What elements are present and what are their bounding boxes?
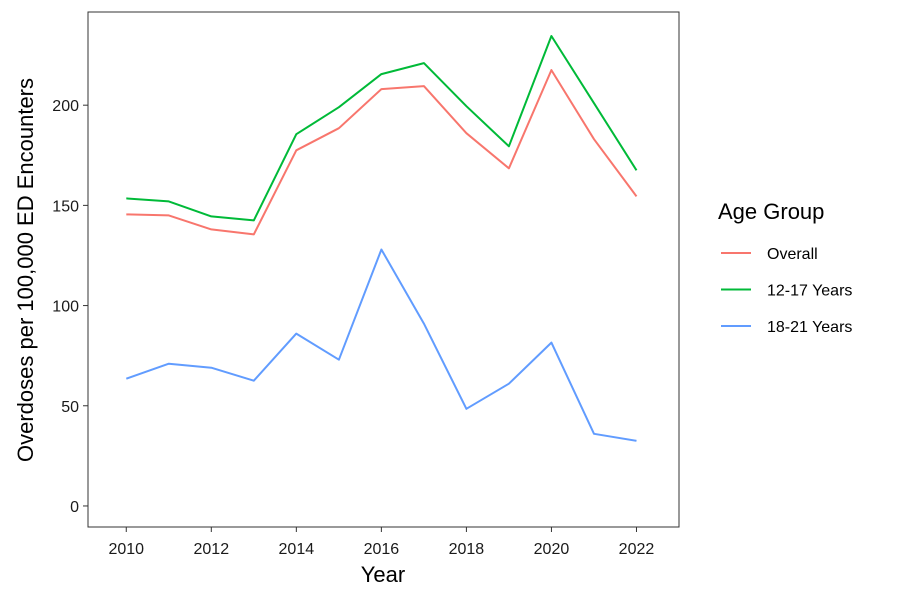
y-axis-title: Overdoses per 100,000 ED Encounters — [13, 78, 38, 462]
x-tick-label: 2014 — [279, 541, 315, 558]
series-line-18-21-years — [125, 248, 637, 442]
x-axis-title: Year — [361, 562, 405, 587]
x-tick-label: 2020 — [534, 541, 570, 558]
legend-label-18-21-years: 18-21 Years — [767, 319, 852, 336]
y-tick-label: 50 — [61, 399, 79, 416]
legend: Age Group Overall 12-17 Years 18-21 Years — [718, 199, 852, 336]
x-axis: 2010 2012 2014 2016 2018 2020 2022 — [108, 527, 654, 558]
series-line-overall — [126, 69, 638, 236]
legend-label-overall: Overall — [767, 246, 818, 263]
x-tick-label: 2012 — [194, 541, 230, 558]
y-axis: 0 50 100 150 200 — [52, 98, 88, 516]
plot-panel — [87, 11, 680, 528]
series-line-12-17-years — [126, 35, 638, 222]
x-tick-label: 2016 — [364, 541, 400, 558]
x-tick-label: 2022 — [619, 541, 655, 558]
y-tick-label: 0 — [70, 499, 79, 516]
x-tick-label: 2018 — [449, 541, 485, 558]
series-lines — [125, 35, 638, 442]
y-tick-label: 100 — [52, 299, 79, 316]
legend-title: Age Group — [718, 199, 824, 224]
y-tick-label: 150 — [52, 198, 79, 215]
y-tick-label: 200 — [52, 98, 79, 115]
x-tick-label: 2010 — [108, 541, 144, 558]
legend-label-12-17-years: 12-17 Years — [767, 283, 852, 300]
